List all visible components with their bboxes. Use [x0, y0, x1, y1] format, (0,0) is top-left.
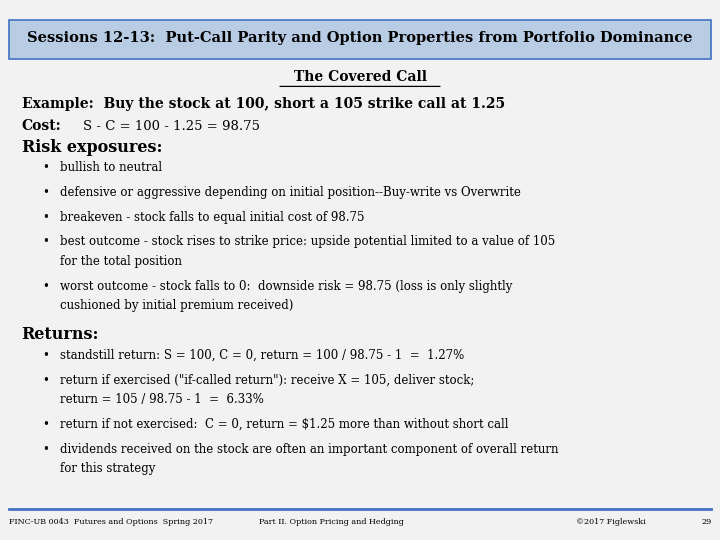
Text: for the total position: for the total position	[60, 255, 181, 268]
Text: dividends received on the stock are often an important component of overall retu: dividends received on the stock are ofte…	[60, 443, 558, 456]
Text: defensive or aggressive depending on initial position--Buy-write vs Overwrite: defensive or aggressive depending on ini…	[60, 186, 521, 199]
Text: best outcome - stock rises to strike price: upside potential limited to a value : best outcome - stock rises to strike pri…	[60, 235, 555, 248]
Text: •: •	[42, 349, 49, 362]
Text: •: •	[42, 280, 49, 293]
Text: •: •	[42, 443, 49, 456]
Text: cushioned by initial premium received): cushioned by initial premium received)	[60, 299, 293, 312]
Text: Risk exposures:: Risk exposures:	[22, 139, 162, 156]
Text: return if exercised ("if-called return"): receive X = 105, deliver stock;: return if exercised ("if-called return")…	[60, 374, 474, 387]
Text: return = 105 / 98.75 - 1  =  6.33%: return = 105 / 98.75 - 1 = 6.33%	[60, 393, 264, 406]
Text: The Covered Call: The Covered Call	[294, 70, 426, 84]
Text: •: •	[42, 235, 49, 248]
Text: worst outcome - stock falls to 0:  downside risk = 98.75 (loss is only slightly: worst outcome - stock falls to 0: downsi…	[60, 280, 512, 293]
Text: Example:  Buy the stock at 100, short a 105 strike call at 1.25: Example: Buy the stock at 100, short a 1…	[22, 97, 505, 111]
Text: Sessions 12-13:  Put-Call Parity and Option Properties from Portfolio Dominance: Sessions 12-13: Put-Call Parity and Opti…	[27, 31, 693, 45]
Text: •: •	[42, 161, 49, 174]
Text: Cost:: Cost:	[22, 119, 61, 133]
Text: S - C = 100 - 1.25 = 98.75: S - C = 100 - 1.25 = 98.75	[83, 120, 260, 133]
Text: •: •	[42, 186, 49, 199]
Text: for this strategy: for this strategy	[60, 462, 155, 475]
Text: •: •	[42, 211, 49, 224]
Text: •: •	[42, 418, 49, 431]
Text: FINC-UB 0043  Futures and Options  Spring 2017: FINC-UB 0043 Futures and Options Spring …	[9, 518, 212, 525]
FancyBboxPatch shape	[9, 20, 711, 59]
Text: return if not exercised:  C = 0, return = $1.25 more than without short call: return if not exercised: C = 0, return =…	[60, 418, 508, 431]
Text: Returns:: Returns:	[22, 326, 99, 343]
Text: •: •	[42, 374, 49, 387]
Text: standstill return: S = 100, C = 0, return = 100 / 98.75 - 1  =  1.27%: standstill return: S = 100, C = 0, retur…	[60, 349, 464, 362]
Text: Part II. Option Pricing and Hedging: Part II. Option Pricing and Hedging	[258, 518, 404, 525]
Text: ©2017 Figlewski: ©2017 Figlewski	[576, 518, 646, 525]
Text: breakeven - stock falls to equal initial cost of 98.75: breakeven - stock falls to equal initial…	[60, 211, 364, 224]
Text: 29: 29	[701, 518, 711, 525]
Text: bullish to neutral: bullish to neutral	[60, 161, 162, 174]
